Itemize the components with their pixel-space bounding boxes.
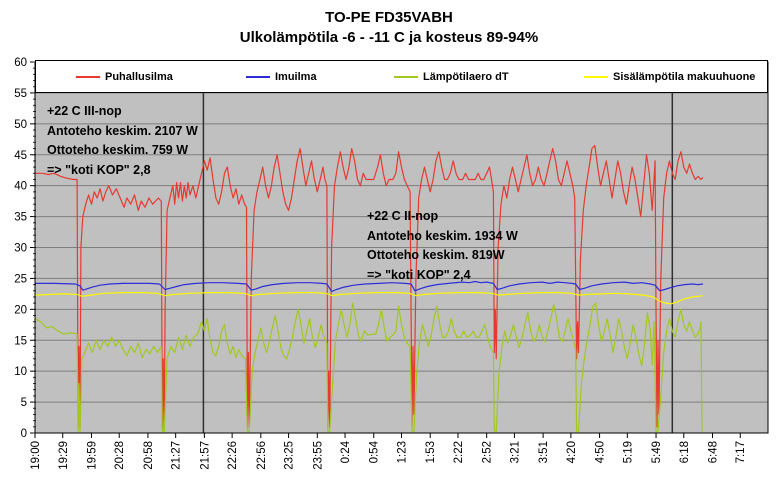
x-tick-label: 0:54: [369, 440, 381, 463]
x-tick-label: 2:52: [482, 441, 494, 463]
x-tick-label: 21:57: [199, 441, 211, 470]
x-tick-label: 19:59: [86, 441, 98, 470]
y-tick-label: 25: [14, 273, 27, 285]
y-tick-label: 45: [14, 150, 27, 162]
y-tick-label: 10: [14, 366, 27, 378]
legend-label: Sisälämpötila makuuhuone: [613, 71, 756, 83]
x-tick-label: 5:49: [651, 441, 663, 463]
y-tick-label: 35: [14, 212, 27, 224]
annotation-ii-nop: +22 C II-nop Antoteho keskim. 1934 W Ott…: [367, 207, 518, 285]
x-tick-label: 23:55: [312, 441, 324, 470]
annotation-line: Ottoteho keskim. 759 W: [47, 143, 189, 157]
chart-title: TO-PE FD35VABH: [325, 9, 453, 26]
x-tick-label: 0:24: [340, 440, 352, 463]
x-tick-label: 5:19: [622, 441, 634, 463]
annotation-iii-nop: +22 C III-nop Antoteho keskim. 2107 W Ot…: [47, 102, 198, 180]
imuilma-line-swatch-icon: [246, 76, 270, 78]
y-tick-label: 50: [14, 119, 27, 131]
annotation-line: Ottoteho keskim. 819W: [367, 248, 505, 262]
lampotilaero-line-swatch-icon: [394, 76, 418, 78]
x-tick-label: 22:56: [256, 441, 268, 470]
x-tick-label: 6:48: [707, 441, 719, 463]
y-tick-label: 20: [14, 304, 27, 316]
x-tick-label: 22:26: [227, 441, 239, 470]
series-line-imuilma: [35, 280, 703, 292]
x-tick-label: 3:21: [509, 441, 521, 463]
annotation-line: => "koti KOP" 2,8: [47, 162, 151, 177]
puhallusilma-line-swatch-icon: [76, 76, 100, 78]
x-tick-label: 21:27: [171, 441, 183, 470]
x-tick-label: 6:18: [679, 441, 691, 463]
x-tick-label: 4:20: [566, 441, 578, 463]
sisalampotila-line-swatch-icon: [584, 76, 608, 78]
y-tick-label: 60: [14, 57, 27, 69]
x-tick-label: 1:53: [425, 441, 437, 463]
chart-subtitle: Ulkolämpötila -6 - -11 C ja kosteus 89-9…: [239, 29, 539, 46]
legend-item-sisalampotila: Sisälämpötila makuuhuone: [584, 69, 755, 85]
x-tick-label: 1:23: [397, 441, 409, 463]
legend-item-puhallusilma: Puhallusilma: [76, 69, 173, 85]
y-tick-label: 40: [14, 181, 27, 193]
y-tick-label: 55: [14, 88, 27, 100]
x-tick-label: 20:28: [114, 441, 126, 470]
x-tick-label: 3:51: [538, 441, 550, 463]
series-line-sis-l-mp-tila-makuuhuone: [34, 292, 703, 305]
y-tick-label: 15: [14, 335, 27, 347]
legend-label: Puhallusilma: [105, 71, 173, 83]
legend-item-imuilma: Imuilma: [246, 69, 317, 85]
y-tick-label: 30: [14, 243, 27, 255]
y-tick-label: 5: [21, 397, 27, 409]
x-tick-label: 23:25: [284, 441, 296, 470]
series-line-l-mp-tilaero-dt: [34, 302, 703, 433]
x-tick-label: 19:00: [30, 441, 42, 470]
chart-legend: Puhallusilma Imuilma Lämpötilaero dT Sis…: [35, 60, 768, 93]
legend-item-lampotilaero: Lämpötilaero dT: [394, 69, 509, 85]
annotation-line: Antoteho keskim. 2107 W: [47, 123, 198, 138]
x-tick-label: 4:50: [595, 441, 607, 463]
series-line-puhallusilma: [35, 144, 704, 431]
annotation-line: Antoteho keskim. 1934 W: [367, 228, 518, 243]
x-tick-label: 2:22: [453, 441, 465, 463]
annotation-line: => "koti KOP" 2,4: [367, 267, 471, 282]
legend-label: Imuilma: [275, 71, 317, 83]
x-tick-label: 19:29: [58, 441, 70, 470]
x-tick-label: 20:58: [143, 441, 155, 470]
legend-label: Lämpötilaero dT: [423, 71, 509, 83]
x-tick-label: 7:17: [735, 441, 747, 463]
annotation-line: +22 C III-nop: [47, 104, 122, 118]
y-tick-label: 0: [21, 428, 27, 440]
annotation-line: +22 C II-nop: [367, 209, 439, 223]
